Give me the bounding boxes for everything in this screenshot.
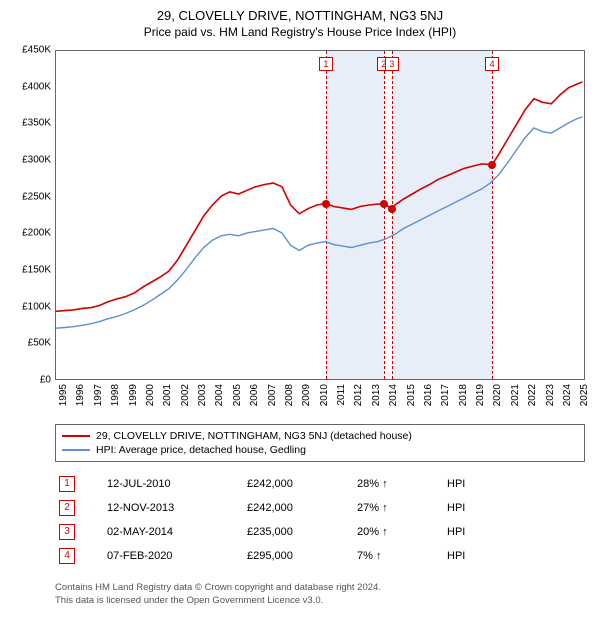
y-tick-label: £0 — [40, 375, 51, 386]
series-line — [56, 117, 583, 328]
y-tick-label: £150K — [22, 265, 51, 276]
plot-area: 1234 — [55, 50, 585, 380]
sale-price: £235,000 — [247, 526, 357, 538]
arrow-up-icon: ↑ — [382, 502, 388, 514]
sale-point — [388, 205, 396, 213]
sale-index: 2 — [59, 500, 75, 516]
footer: Contains HM Land Registry data © Crown c… — [55, 582, 585, 608]
sale-pct: 28% ↑ — [357, 478, 447, 490]
sale-index: 3 — [59, 524, 75, 540]
series-line — [56, 82, 583, 311]
arrow-up-icon: ↑ — [382, 478, 388, 490]
x-tick-label: 2006 — [249, 384, 260, 406]
x-tick-label: 2011 — [336, 384, 347, 406]
hpi-label: HPI — [447, 478, 487, 490]
sales-row: 3 02-MAY-2014£235,00020% ↑HPI — [55, 520, 585, 544]
arrow-up-icon: ↑ — [376, 550, 382, 562]
title-main: 29, CLOVELLY DRIVE, NOTTINGHAM, NG3 5NJ — [0, 8, 600, 23]
sale-point — [380, 200, 388, 208]
y-tick-label: £400K — [22, 81, 51, 92]
hpi-label: HPI — [447, 526, 487, 538]
chart-area: £0£50K£100K£150K£200K£250K£300K£350K£400… — [55, 50, 585, 410]
sales-row: 1 12-JUL-2010£242,00028% ↑HPI — [55, 472, 585, 496]
x-tick-label: 2025 — [579, 384, 590, 406]
x-tick-label: 2002 — [180, 384, 191, 406]
arrow-up-icon: ↑ — [382, 526, 388, 538]
x-tick-label: 2012 — [353, 384, 364, 406]
x-axis: 1995 1996 1997 1998 1999 2000 2001 2002 2003 2004… — [55, 382, 585, 412]
sales-table: 112-JUL-2010£242,00028% ↑HPI212-NOV-2013… — [55, 472, 585, 568]
x-tick-label: 2024 — [562, 384, 573, 406]
sale-date: 12-NOV-2013 — [107, 502, 247, 514]
line-svg — [56, 51, 586, 381]
legend: 29, CLOVELLY DRIVE, NOTTINGHAM, NG3 5NJ … — [55, 424, 585, 462]
sales-row: 2 12-NOV-2013£242,00027% ↑HPI — [55, 496, 585, 520]
legend-row: 29, CLOVELLY DRIVE, NOTTINGHAM, NG3 5NJ … — [62, 429, 578, 443]
x-tick-label: 1997 — [93, 384, 104, 406]
sale-pct: 7% ↑ — [357, 550, 447, 562]
x-tick-label: 1998 — [110, 384, 121, 406]
sale-index: 4 — [59, 548, 75, 564]
x-tick-label: 2020 — [492, 384, 503, 406]
y-tick-label: £350K — [22, 118, 51, 129]
x-tick-label: 1999 — [128, 384, 139, 406]
x-tick-label: 2022 — [527, 384, 538, 406]
x-tick-label: 1995 — [58, 384, 69, 406]
x-tick-label: 2021 — [510, 384, 521, 406]
sale-marker: 1 — [319, 57, 333, 71]
legend-swatch — [62, 435, 90, 437]
x-tick-label: 2007 — [267, 384, 278, 406]
x-tick-label: 2018 — [458, 384, 469, 406]
legend-swatch — [62, 449, 90, 451]
x-tick-label: 1996 — [75, 384, 86, 406]
sale-marker: 4 — [485, 57, 499, 71]
y-tick-label: £250K — [22, 191, 51, 202]
footer-line-2: This data is licensed under the Open Gov… — [55, 595, 585, 608]
hpi-label: HPI — [447, 550, 487, 562]
hpi-label: HPI — [447, 502, 487, 514]
legend-label: HPI: Average price, detached house, Gedl… — [96, 444, 306, 456]
x-tick-label: 2010 — [319, 384, 330, 406]
footer-line-1: Contains HM Land Registry data © Crown c… — [55, 582, 585, 595]
x-tick-label: 2015 — [406, 384, 417, 406]
x-tick-label: 2017 — [440, 384, 451, 406]
x-tick-label: 2013 — [371, 384, 382, 406]
chart-container: { "title": "29, CLOVELLY DRIVE, NOTTINGH… — [0, 0, 600, 620]
y-tick-label: £450K — [22, 45, 51, 56]
legend-row: HPI: Average price, detached house, Gedl… — [62, 443, 578, 457]
sale-date: 12-JUL-2010 — [107, 478, 247, 490]
x-tick-label: 2004 — [214, 384, 225, 406]
sale-point — [322, 200, 330, 208]
title-sub: Price paid vs. HM Land Registry's House … — [0, 25, 600, 39]
x-tick-label: 2008 — [284, 384, 295, 406]
sales-row: 4 07-FEB-2020£295,0007% ↑HPI — [55, 544, 585, 568]
sale-price: £242,000 — [247, 478, 357, 490]
x-tick-label: 2023 — [545, 384, 556, 406]
legend-label: 29, CLOVELLY DRIVE, NOTTINGHAM, NG3 5NJ … — [96, 430, 412, 442]
sale-marker: 3 — [385, 57, 399, 71]
y-tick-label: £200K — [22, 228, 51, 239]
y-tick-label: £50K — [28, 338, 51, 349]
titles: 29, CLOVELLY DRIVE, NOTTINGHAM, NG3 5NJ … — [0, 0, 600, 39]
sale-date: 02-MAY-2014 — [107, 526, 247, 538]
y-tick-label: £100K — [22, 301, 51, 312]
x-tick-label: 2019 — [475, 384, 486, 406]
sale-pct: 20% ↑ — [357, 526, 447, 538]
x-tick-label: 2009 — [301, 384, 312, 406]
y-axis: £0£50K£100K£150K£200K£250K£300K£350K£400… — [5, 50, 53, 380]
sale-price: £295,000 — [247, 550, 357, 562]
y-tick-label: £300K — [22, 155, 51, 166]
x-tick-label: 2016 — [423, 384, 434, 406]
x-tick-label: 2005 — [232, 384, 243, 406]
x-tick-label: 2001 — [162, 384, 173, 406]
sale-point — [488, 161, 496, 169]
x-tick-label: 2014 — [388, 384, 399, 406]
x-tick-label: 2003 — [197, 384, 208, 406]
sale-price: £242,000 — [247, 502, 357, 514]
sale-date: 07-FEB-2020 — [107, 550, 247, 562]
sale-index: 1 — [59, 476, 75, 492]
x-tick-label: 2000 — [145, 384, 156, 406]
sale-pct: 27% ↑ — [357, 502, 447, 514]
